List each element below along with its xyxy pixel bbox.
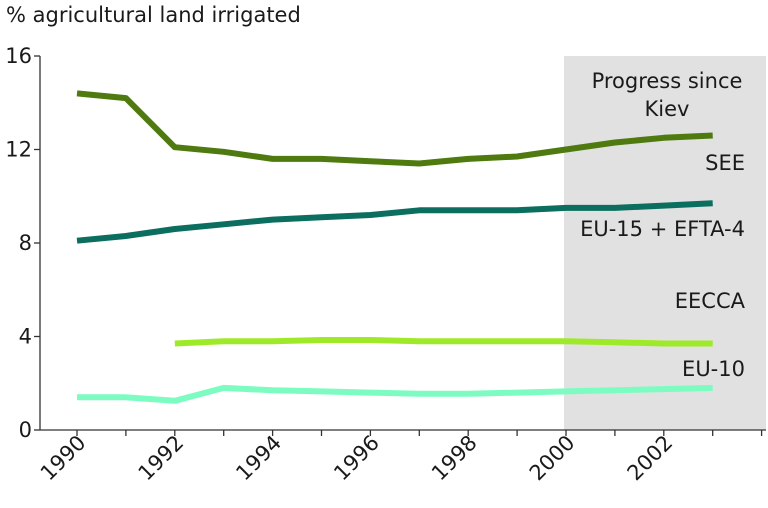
shaded-region (564, 56, 766, 430)
series-line-1 (76, 90, 713, 167)
y-tick-label: 4 (19, 325, 32, 349)
x-tick-label: 1998 (427, 431, 482, 486)
shaded-region-label-line1: Progress since (592, 69, 743, 93)
series-layer (76, 90, 713, 404)
x-tick-label: 1996 (329, 431, 384, 486)
series-line-4 (77, 384, 713, 404)
series-label-4: EU-10 (682, 357, 745, 381)
y-axis-title: % agricultural land irrigated (6, 3, 301, 27)
y-tick-label: 12 (5, 138, 32, 162)
y-tick-label: 16 (5, 44, 32, 68)
y-tick-label: 8 (19, 231, 32, 255)
shaded-region-label-line2: Kiev (645, 97, 690, 121)
series-label-3: EECCA (675, 289, 746, 313)
x-tick-label: 2002 (623, 431, 678, 486)
x-tick-label: 2000 (525, 431, 580, 486)
y-tick-label: 0 (19, 418, 32, 442)
x-tick-label: 1992 (134, 431, 189, 486)
x-tick-label: 1990 (36, 431, 91, 486)
series-labels-layer: SEE EU-15 + EFTA-4 EECCA EU-10 (580, 151, 746, 381)
series-label-2: EU-15 + EFTA-4 (580, 217, 745, 241)
x-tick-label: 1994 (231, 431, 286, 486)
series-line-3 (174, 337, 713, 347)
series-label-1: SEE (705, 151, 745, 175)
series-line-2 (76, 200, 713, 244)
